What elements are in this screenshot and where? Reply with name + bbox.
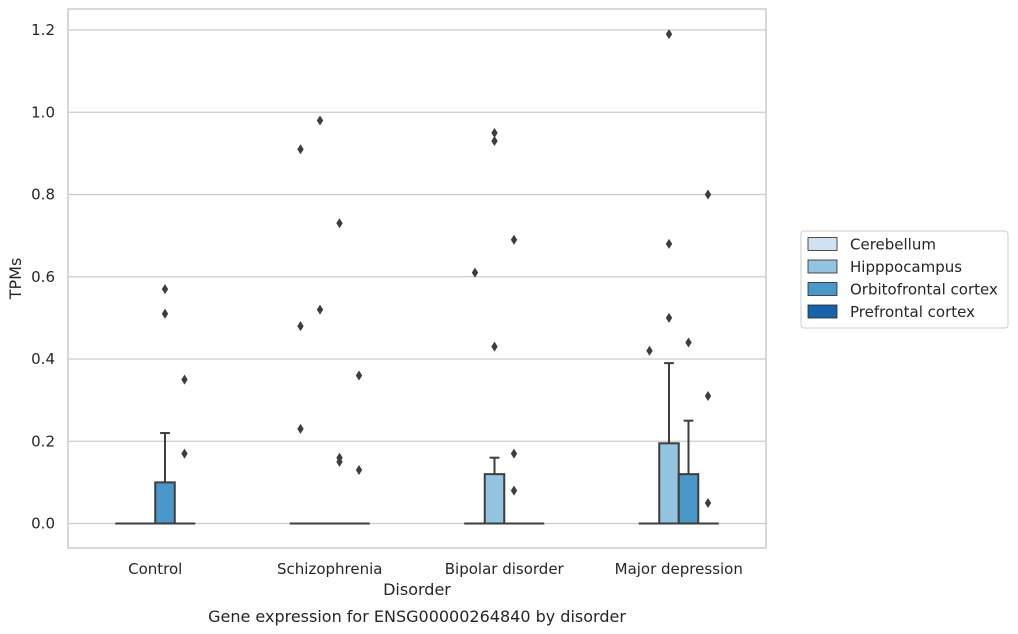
x-axis-label: Disorder: [383, 580, 451, 599]
legend-label: Hipppocampus: [850, 258, 962, 276]
outlier-point: [355, 370, 363, 381]
outlier-point: [181, 448, 188, 459]
outlier-point: [297, 423, 304, 434]
y-tick-label: 1.2: [31, 21, 55, 39]
outlier-point: [704, 391, 712, 402]
y-tick-label: 0.8: [31, 186, 55, 204]
y-tick-label: 0.4: [31, 350, 55, 368]
x-axis-ticks: Control Schizophrenia Bipolar disorder Majo…: [128, 560, 743, 578]
legend-label: Cerebellum: [850, 236, 936, 254]
outlier-point: [491, 127, 498, 138]
box-plot-series: [115, 29, 719, 525]
outlier-point: [161, 308, 169, 319]
outlier-point: [181, 374, 188, 385]
outlier-point: [665, 238, 673, 249]
box: [677, 473, 700, 525]
legend: Cerebellum Hipppocampus Orbitofrontal cort…: [800, 230, 1009, 329]
legend-swatch: [807, 237, 838, 251]
box: [658, 442, 680, 525]
legend-frame: [800, 230, 1009, 329]
outlier-point: [510, 234, 518, 245]
x-tick-label: Bipolar disorder: [445, 560, 565, 578]
box: [154, 481, 176, 525]
x-tick-label: Schizophrenia: [277, 560, 382, 578]
outlier-point: [471, 267, 479, 278]
outlier-point: [316, 304, 324, 315]
legend-swatch: [807, 282, 838, 296]
outlier-point: [336, 456, 343, 467]
outlier-point: [510, 448, 518, 459]
outlier-point: [316, 115, 324, 126]
outlier-point: [297, 321, 304, 332]
outlier-point: [355, 465, 363, 476]
series-orbitofrontal-cortex: [154, 218, 700, 525]
outlier-point: [161, 284, 169, 295]
outlier-point: [491, 136, 498, 147]
legend-label: Orbitofrontal cortex: [850, 281, 998, 299]
x-tick-label: Control: [128, 560, 182, 578]
series-cerebellum: [115, 144, 661, 525]
outlier-point: [510, 485, 518, 496]
box: [483, 473, 506, 525]
series-hipppocampus: [134, 29, 680, 525]
x-tick-label: Major depression: [615, 560, 743, 578]
outlier-point: [646, 345, 653, 356]
outlier-point: [665, 312, 673, 323]
legend-swatch: [807, 259, 838, 274]
y-tick-label: 0.6: [31, 268, 55, 286]
legend-swatch: [807, 304, 838, 319]
plot-frame: [67, 8, 767, 549]
outlier-point: [704, 497, 712, 508]
outlier-point: [297, 144, 304, 155]
outlier-point: [336, 218, 343, 229]
y-tick-label: 1.0: [31, 103, 55, 121]
chart-caption: Gene expression for ENSG00000264840 by d…: [208, 607, 626, 626]
outlier-point: [491, 341, 498, 352]
series-prefrontal-cortex: [173, 189, 719, 525]
y-axis-ticks: 0.0 0.2 0.4 0.6 0.8 1.0 1.2: [31, 21, 55, 533]
y-tick-label: 0.2: [31, 432, 55, 450]
grid-lines: [68, 29, 766, 525]
outlier-point: [685, 337, 692, 348]
outlier-point: [704, 189, 712, 200]
outlier-point: [665, 29, 673, 40]
y-axis-label: TPMs: [6, 258, 25, 301]
legend-label: Prefrontal cortex: [850, 303, 975, 321]
y-tick-label: 0.0: [31, 515, 55, 533]
